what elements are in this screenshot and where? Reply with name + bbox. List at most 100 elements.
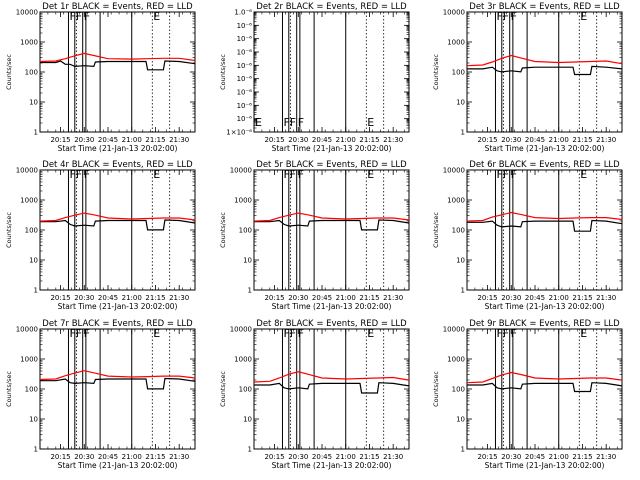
x-tick-label: 20:15 xyxy=(477,453,497,461)
detector-panel-1: Det 1r BLACK = Events, RED = LLD Counts/s… xyxy=(5,2,196,153)
y-tick-label: 10 xyxy=(29,257,38,265)
detector-panel-2: Det 2r BLACK = Events, RED = LLD Counts/s… xyxy=(219,2,410,153)
y-tick-label: 10 xyxy=(456,99,465,107)
y-tick-label: 10 xyxy=(29,99,38,107)
flag-mark: F xyxy=(69,327,75,340)
events-rate-line xyxy=(40,377,196,390)
x-axis-label: Start Time (21-Jan-13 20:02:00) xyxy=(58,461,178,470)
y-tick-label: 100 xyxy=(25,69,38,77)
x-tick-label: 21:00 xyxy=(336,136,356,144)
x-axis-label: Start Time (21-Jan-13 20:02:00) xyxy=(272,461,392,470)
y-tick-label: 10⁻⁶ xyxy=(237,22,253,30)
lld-rate-line xyxy=(466,371,623,384)
x-tick-label: 21:15 xyxy=(145,136,165,144)
x-tick-label: 20:45 xyxy=(98,453,118,461)
flag-mark: F xyxy=(290,168,296,181)
panel-title: Det 1r BLACK = Events, RED = LLD xyxy=(42,2,193,12)
x-tick-label: 20:15 xyxy=(264,136,284,144)
flag-mark: E xyxy=(367,168,374,181)
detector-panel-5: Det 5r BLACK = Events, RED = LLD Counts/s… xyxy=(219,160,410,311)
y-tick-label: 1000 xyxy=(447,39,465,47)
y-tick-label: 100 xyxy=(452,227,465,235)
detector-panel-4: Det 4r BLACK = Events, RED = LLD Counts/s… xyxy=(5,160,196,311)
panel-title: Det 4r BLACK = Events, RED = LLD xyxy=(42,160,193,170)
x-tick-label: 20:30 xyxy=(288,294,308,302)
x-tick-label: 20:15 xyxy=(477,136,497,144)
y-tick-label: 10 xyxy=(243,416,252,424)
x-tick-label: 21:00 xyxy=(122,294,142,302)
panel-title: Det 7r BLACK = Events, RED = LLD xyxy=(42,319,193,329)
x-tick-label: 21:30 xyxy=(596,453,616,461)
y-tick-label: 10000 xyxy=(443,9,465,17)
y-tick-label: 1 xyxy=(461,129,465,137)
flag-mark: F xyxy=(283,327,289,340)
y-tick-label: 10⁻⁶ xyxy=(237,89,253,97)
x-tick-label: 20:15 xyxy=(264,453,284,461)
plot-frame xyxy=(253,11,410,133)
flag-mark: E xyxy=(153,168,160,181)
events-rate-line xyxy=(467,382,623,393)
events-rate-line xyxy=(467,219,623,232)
y-tick-label: 1000 xyxy=(20,197,38,205)
flag-mark: E xyxy=(153,10,160,23)
y-tick-label: 10000 xyxy=(230,167,252,175)
flag-mark: F xyxy=(76,327,82,340)
flag-mark: F xyxy=(496,168,502,181)
flag-mark: F xyxy=(84,168,90,181)
y-tick-label: 10000 xyxy=(16,9,38,17)
x-tick-label: 20:45 xyxy=(525,453,545,461)
flag-mark: E xyxy=(580,168,587,181)
flag-mark: F xyxy=(69,10,75,23)
flag-mark: F xyxy=(511,10,517,23)
lld-rate-line xyxy=(39,212,196,222)
y-tick-label: 10⁻⁶ xyxy=(237,35,253,43)
x-tick-label: 20:30 xyxy=(74,136,94,144)
flag-mark: F xyxy=(503,327,509,340)
y-tick-label: 10 xyxy=(243,257,252,265)
detector-panel-7: Det 7r BLACK = Events, RED = LLD Counts/s… xyxy=(5,319,196,470)
y-tick-label: 100 xyxy=(25,386,38,394)
x-axis-label: Start Time (21-Jan-13 20:02:00) xyxy=(485,461,605,470)
flag-mark: F xyxy=(496,327,502,340)
flag-mark: F xyxy=(84,327,90,340)
x-tick-label: 21:30 xyxy=(383,453,403,461)
detector-panel-8: Det 8r BLACK = Events, RED = LLD Counts/s… xyxy=(219,319,410,470)
y-tick-label: 10⁻⁶ xyxy=(237,75,253,83)
flag-mark: F xyxy=(511,168,517,181)
x-tick-label: 21:30 xyxy=(596,294,616,302)
flag-mark: E xyxy=(367,327,374,340)
y-tick-label: 1000 xyxy=(20,39,38,47)
y-axis-label: Counts/sec xyxy=(432,371,440,407)
x-tick-label: 21:00 xyxy=(336,294,356,302)
y-tick-label: 1000 xyxy=(234,356,252,364)
flag-mark: F xyxy=(503,168,509,181)
flag-mark: F xyxy=(283,168,289,181)
x-tick-label: 21:30 xyxy=(383,136,403,144)
flag-mark: F xyxy=(298,116,304,129)
y-tick-label: 100 xyxy=(239,386,252,394)
y-tick-label: 10000 xyxy=(16,326,38,334)
flag-mark: F xyxy=(69,168,75,181)
x-tick-label: 20:30 xyxy=(501,453,521,461)
y-axis-label: Counts/sec xyxy=(432,54,440,90)
y-axis-label: Counts/sec xyxy=(219,54,227,90)
y-tick-label: 1 xyxy=(461,446,465,454)
panel-title: Det 5r BLACK = Events, RED = LLD xyxy=(256,160,407,170)
x-tick-label: 20:15 xyxy=(264,294,284,302)
x-tick-label: 20:30 xyxy=(501,136,521,144)
x-tick-label: 21:15 xyxy=(359,136,379,144)
x-tick-label: 21:00 xyxy=(122,136,142,144)
flag-mark: F xyxy=(503,10,509,23)
x-tick-label: 20:30 xyxy=(288,136,308,144)
flag-mark: F xyxy=(298,168,304,181)
flag-mark: F xyxy=(511,327,517,340)
flag-mark: F xyxy=(76,10,82,23)
x-tick-label: 21:15 xyxy=(359,294,379,302)
x-tick-label: 20:30 xyxy=(74,453,94,461)
panel-title: Det 6r BLACK = Events, RED = LLD xyxy=(469,160,620,170)
x-axis-label: Start Time (21-Jan-13 20:02:00) xyxy=(485,302,605,311)
y-tick-label: 10⁻⁶ xyxy=(237,115,253,123)
x-tick-label: 21:30 xyxy=(596,136,616,144)
x-tick-label: 21:00 xyxy=(549,136,569,144)
y-tick-label: 1 xyxy=(461,287,465,295)
